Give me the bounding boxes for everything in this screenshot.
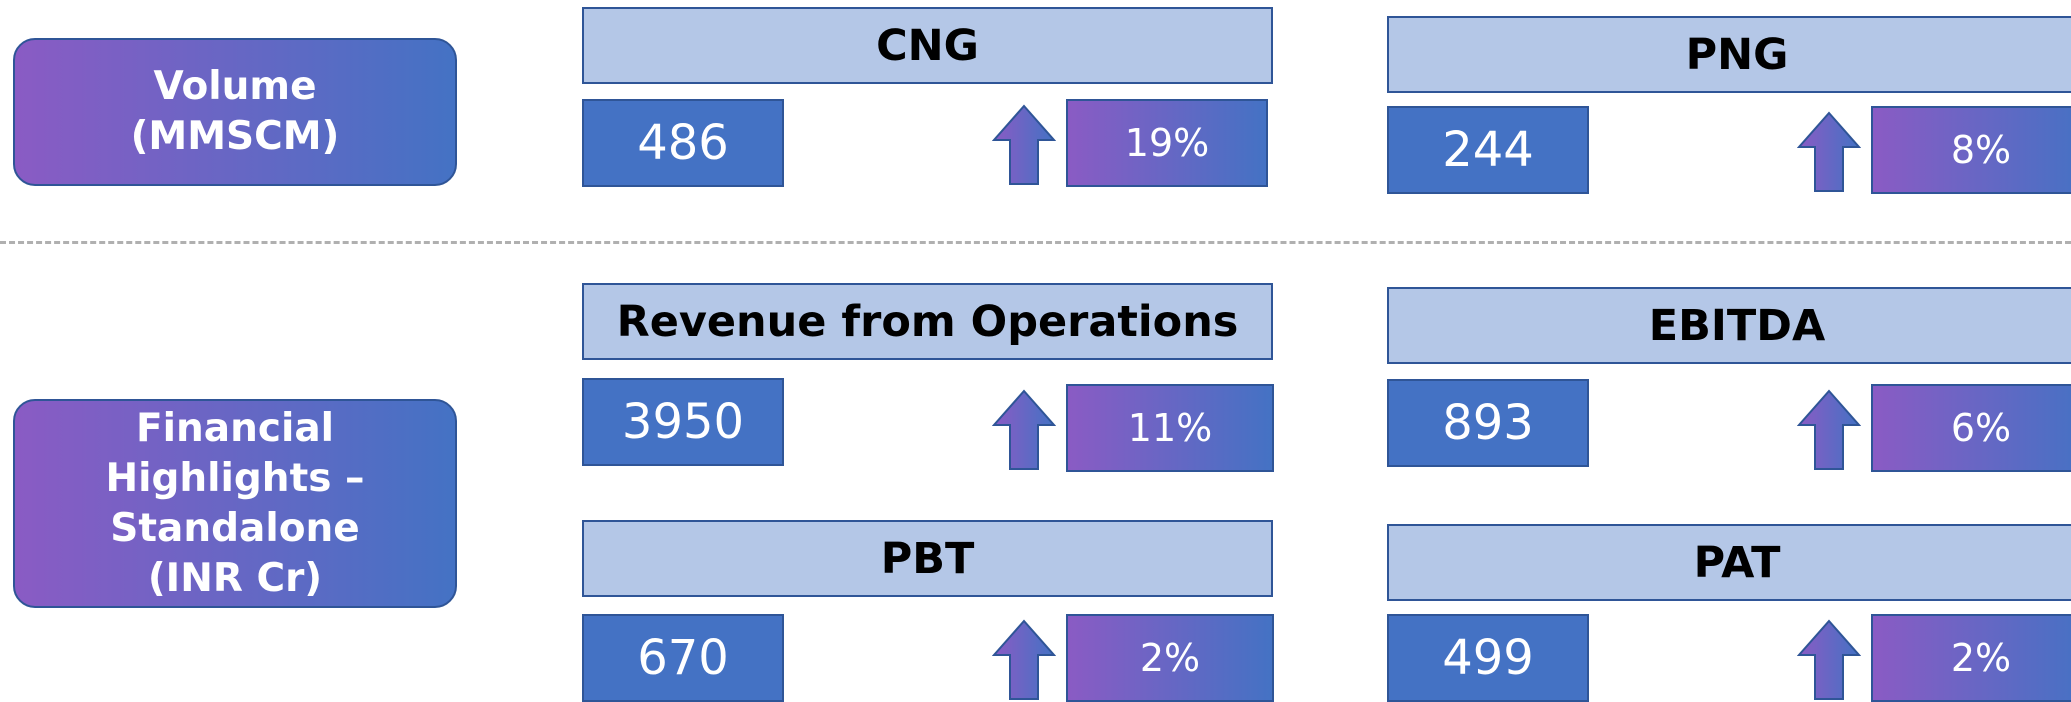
card-change: 8%: [1871, 106, 2071, 194]
card-title: PAT: [1387, 524, 2071, 601]
card-change: 19%: [1066, 99, 1268, 187]
card-change: 2%: [1871, 614, 2071, 702]
card-change: 2%: [1066, 614, 1274, 702]
up-arrow: [1797, 389, 1861, 470]
up-arrow: [992, 104, 1056, 185]
section-label: Volume (MMSCM): [13, 38, 457, 186]
arrow-shape: [992, 389, 1056, 470]
up-arrow: [1797, 111, 1861, 192]
up-arrow: [992, 389, 1056, 470]
card-title: PBT: [582, 520, 1273, 597]
card-value: 486: [582, 99, 784, 187]
up-arrow: [1797, 619, 1861, 700]
card-title: Revenue from Operations: [582, 283, 1273, 360]
card-title: CNG: [582, 7, 1273, 84]
card-title: EBITDA: [1387, 287, 2071, 364]
arrow-shape: [1797, 389, 1861, 470]
card-value: 670: [582, 614, 784, 702]
card-value: 499: [1387, 614, 1589, 702]
card-title: PNG: [1387, 16, 2071, 93]
card-value: 244: [1387, 106, 1589, 194]
arrow-shape: [1797, 619, 1861, 700]
arrow-shape: [992, 104, 1056, 185]
card-change: 11%: [1066, 384, 1274, 472]
arrow-shape: [992, 619, 1056, 700]
divider: [0, 241, 2071, 244]
card-value: 893: [1387, 379, 1589, 467]
card-change: 6%: [1871, 384, 2071, 472]
section-label: Financial Highlights – Standalone (INR C…: [13, 399, 457, 608]
up-arrow: [992, 619, 1056, 700]
card-value: 3950: [582, 378, 784, 466]
arrow-shape: [1797, 111, 1861, 192]
